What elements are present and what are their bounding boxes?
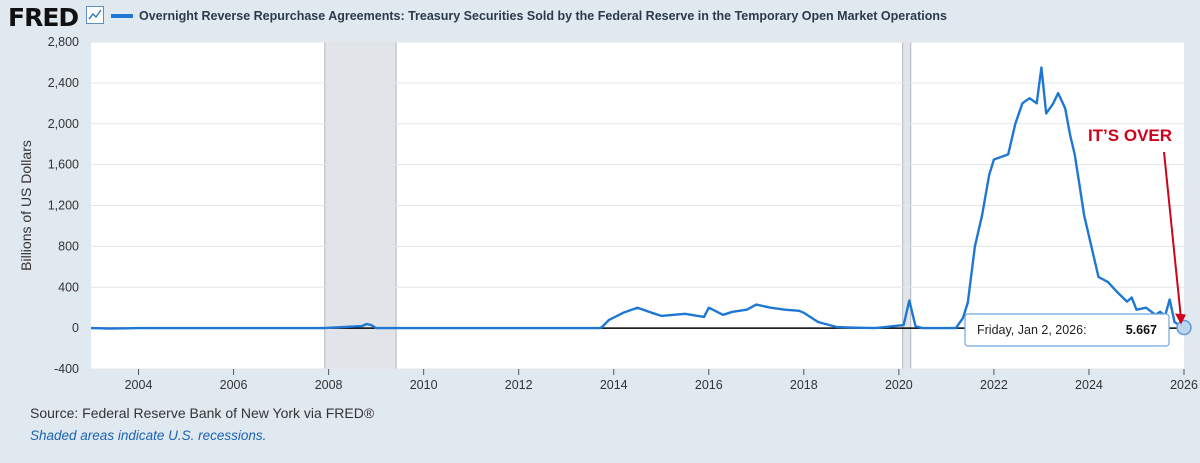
x-tick-label: 2008 bbox=[315, 378, 343, 392]
tooltip-box bbox=[964, 313, 1170, 347]
y-tick-labels: 2,800 2,400 2,000 1,600 1,200 800 400 0 -400 bbox=[48, 35, 79, 376]
y-tick-label: 2,000 bbox=[48, 117, 79, 131]
y-tick-label: 1,600 bbox=[48, 158, 79, 172]
annotation-arrowhead bbox=[1175, 313, 1186, 325]
tooltip-value: 5.667 bbox=[1126, 323, 1157, 337]
hover-tooltip: Friday, Jan 2, 2026: 5.667 bbox=[964, 313, 1170, 347]
annotation-arrow bbox=[1163, 151, 1182, 319]
x-tick-label: 2014 bbox=[600, 378, 628, 392]
y-tick-label: 2,800 bbox=[48, 35, 79, 49]
tooltip-date: Friday, Jan 2, 2026: bbox=[977, 323, 1087, 337]
y-tick-label: 0 bbox=[72, 321, 79, 335]
series-group bbox=[90, 66, 1192, 336]
fred-logo[interactable]: FRED bbox=[8, 3, 79, 32]
recession-note-link[interactable]: Shaded areas indicate U.S. recessions. bbox=[30, 428, 267, 443]
x-tick-label: 2016 bbox=[695, 378, 723, 392]
x-tick-label: 2012 bbox=[505, 378, 533, 392]
x-tick-labels: 2004 2006 2008 2010 2012 2014 2016 2018 2020 2022… bbox=[125, 369, 1198, 392]
x-tick-label: 2020 bbox=[885, 378, 913, 392]
chart-header: FRED Overnight Reverse Repurchase Agreem… bbox=[0, 0, 1200, 34]
x-tick-label: 2022 bbox=[980, 378, 1008, 392]
series-line-0[interactable] bbox=[90, 66, 1185, 330]
y-tick-label: 800 bbox=[58, 239, 79, 253]
hover-point[interactable] bbox=[1176, 319, 1192, 336]
y-axis-label: Billions of US Dollars bbox=[18, 140, 34, 271]
line-chart-icon bbox=[86, 6, 104, 24]
x-tick-label: 2010 bbox=[410, 378, 438, 392]
x-tick-label: 2006 bbox=[220, 378, 248, 392]
source-text: Source: Federal Reserve Bank of New York… bbox=[30, 405, 375, 421]
y-tick-label: -400 bbox=[54, 362, 79, 376]
y-tick-label: 2,400 bbox=[48, 76, 79, 90]
y-tick-label: 400 bbox=[58, 280, 79, 294]
x-tick-label: 2024 bbox=[1075, 378, 1103, 392]
y-tick-label: 1,200 bbox=[48, 199, 79, 213]
x-tick-label: 2004 bbox=[125, 378, 153, 392]
annotation-text: IT’S OVER bbox=[1088, 126, 1172, 145]
chart-title: Overnight Reverse Repurchase Agreements:… bbox=[139, 9, 947, 23]
x-tick-label: 2018 bbox=[790, 378, 818, 392]
x-tick-label: 2026 bbox=[1170, 378, 1198, 392]
chart-svg: 2,800 2,400 2,000 1,600 1,200 800 400 0 -400 200… bbox=[18, 35, 1198, 392]
legend-swatch bbox=[111, 14, 133, 18]
annotation-group: IT’S OVER bbox=[1088, 126, 1186, 325]
